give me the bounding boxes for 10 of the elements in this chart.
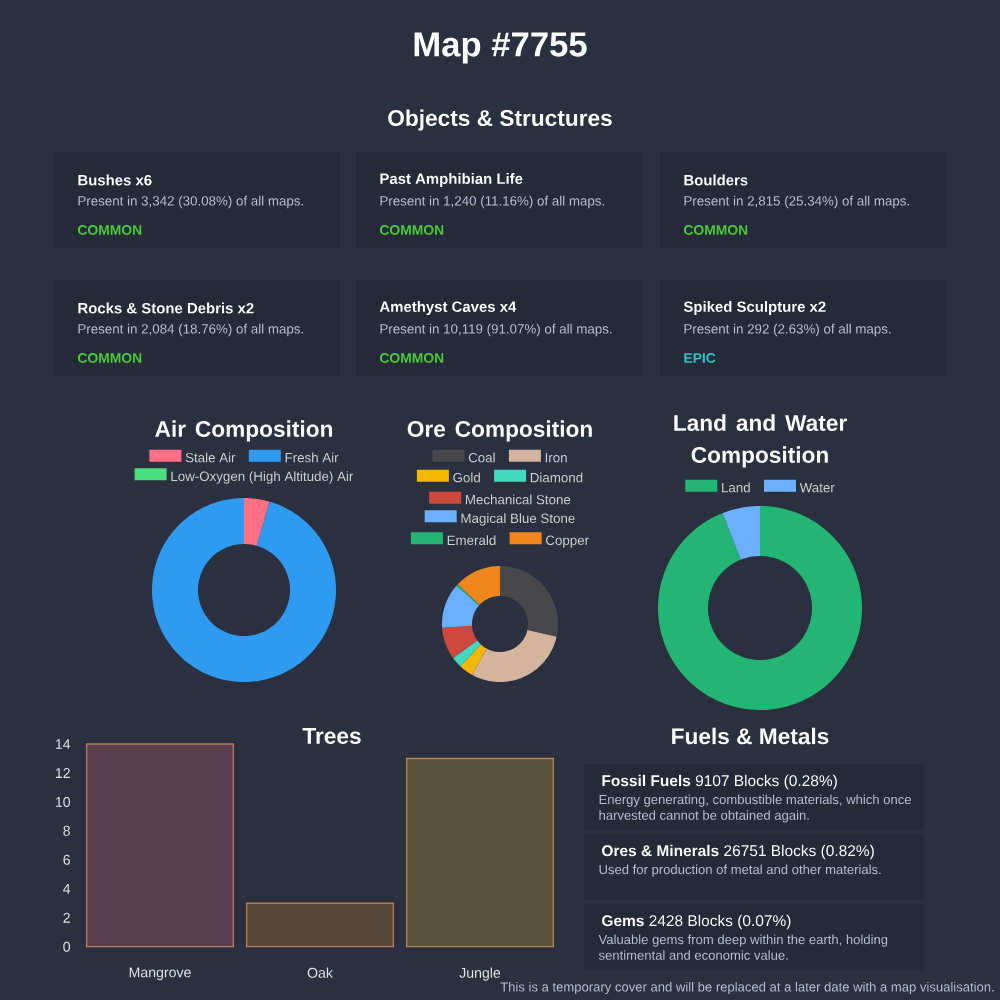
bar	[405, 757, 555, 948]
chart-title: Ore Composition	[407, 420, 592, 442]
chart-title: Land and Water Composition	[674, 414, 847, 468]
bar	[245, 902, 394, 948]
text: Fuels & Metals	[672, 727, 829, 745]
text: Map #7755	[414, 32, 587, 64]
chart-title: Air Composition	[155, 420, 333, 442]
text: Objects & Structures	[388, 109, 612, 131]
bar	[86, 743, 234, 948]
chart-title: Trees	[302, 728, 361, 744]
